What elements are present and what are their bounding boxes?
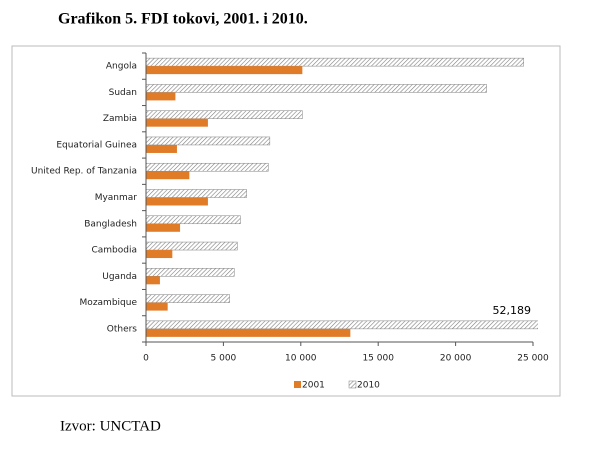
x-tick-label: 0 [143,354,149,364]
y-tick-label: Myanmar [95,193,138,203]
legend-swatch [294,381,301,388]
y-tick-label: Uganda [102,272,137,282]
value-label: 52,189 [493,304,532,317]
bar [146,294,230,303]
bar [146,241,238,251]
bar [146,328,351,337]
bar [146,223,181,232]
bar [146,84,487,93]
bar [146,57,524,67]
y-tick-label: Cambodia [91,246,137,256]
bar [146,110,303,119]
bar [146,118,208,127]
bar [146,268,235,277]
legend-label: 2001 [302,381,325,391]
y-tick-label: Sudan [109,88,137,98]
y-tick-label: Equatorial Guinea [56,140,137,150]
y-tick-label: United Rep. of Tanzania [31,167,137,177]
y-tick-label: Angola [106,62,137,72]
bar [146,320,538,330]
source: Izvor: UNCTAD [60,418,161,434]
bar [146,162,269,172]
chart-title: Grafikon 5. FDI tokovi, 2001. i 2010. [58,11,308,28]
legend-label: 2010 [357,381,380,391]
legend-swatch [348,380,357,389]
bar [146,66,303,75]
bar [146,189,247,198]
bar [146,276,160,285]
x-tick-label: 5 000 [211,354,237,364]
bar [146,92,176,101]
chart-frame [11,45,561,397]
bar [146,250,173,259]
bar [146,215,241,225]
y-tick-label: Zambia [103,114,137,124]
bar [146,144,177,153]
y-tick-label: Bangladesh [84,219,137,229]
bar [146,302,168,311]
x-tick-label: 15 000 [362,354,394,364]
plot [146,57,538,337]
y-tick-label: Others [107,324,138,334]
bar [146,136,271,146]
x-tick-label: 25 000 [517,354,549,364]
x-tick-label: 10 000 [285,354,317,364]
y-tick-label: Mozambique [80,298,138,308]
x-tick-label: 20 000 [440,354,472,364]
bar [146,197,208,206]
bar [146,171,190,180]
